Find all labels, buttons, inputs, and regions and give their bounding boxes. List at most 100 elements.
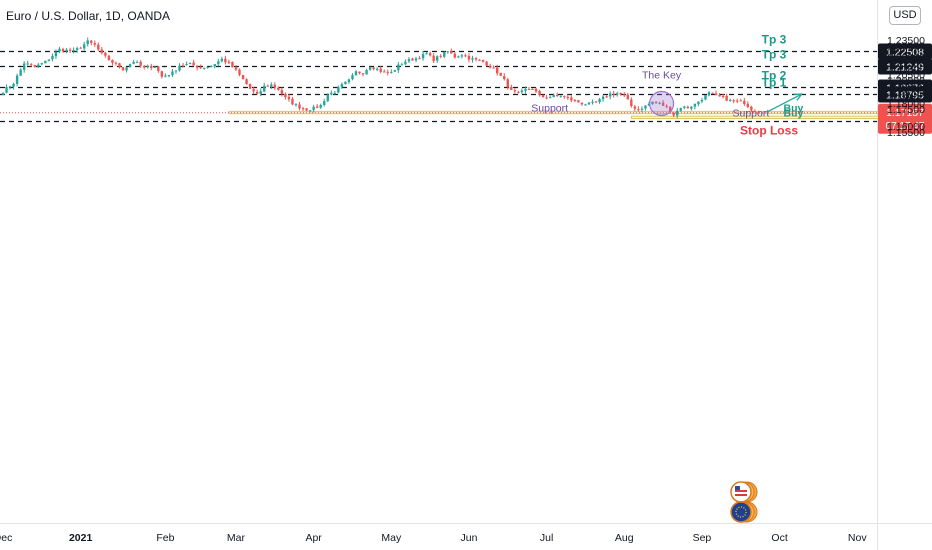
candle[interactable] <box>104 51 107 58</box>
candle[interactable] <box>234 65 238 71</box>
price-level[interactable]: 1.19376Tp 2 <box>0 69 932 96</box>
candle[interactable] <box>12 82 15 90</box>
candle[interactable] <box>601 94 605 102</box>
candle[interactable] <box>337 85 340 94</box>
candle[interactable] <box>421 51 425 61</box>
candle[interactable] <box>61 47 65 53</box>
candle[interactable] <box>488 63 492 69</box>
candle[interactable] <box>224 55 227 65</box>
candle[interactable] <box>132 59 135 65</box>
candle[interactable] <box>566 94 569 100</box>
candle[interactable] <box>270 82 273 89</box>
candle[interactable] <box>481 59 485 63</box>
candle[interactable] <box>651 101 654 105</box>
candle[interactable] <box>305 108 308 112</box>
candle[interactable] <box>414 56 418 63</box>
candle[interactable] <box>330 90 333 96</box>
candle[interactable] <box>541 94 545 98</box>
candle[interactable] <box>75 46 79 53</box>
candle[interactable] <box>619 92 622 96</box>
candle[interactable] <box>725 93 728 102</box>
candle[interactable] <box>259 88 262 97</box>
candle[interactable] <box>185 61 188 66</box>
candle[interactable] <box>439 54 442 59</box>
candle[interactable] <box>499 72 502 77</box>
candle[interactable] <box>93 40 96 48</box>
candle[interactable] <box>453 51 457 59</box>
candle[interactable] <box>559 95 562 98</box>
candle[interactable] <box>397 62 400 73</box>
time-axis[interactable]: Dec 2021 Feb Mar Apr May Jun Jul Aug Sep Oct Nov <box>0 532 867 544</box>
candle[interactable] <box>707 91 711 97</box>
candle[interactable] <box>496 64 499 76</box>
candle[interactable] <box>79 46 82 49</box>
candle[interactable] <box>743 97 746 107</box>
candle[interactable] <box>312 104 315 113</box>
candle[interactable] <box>248 83 252 89</box>
price-axis[interactable]: 1.235001.230001.220001.215001.210001.205… <box>887 35 925 139</box>
candle[interactable] <box>365 68 368 75</box>
candle[interactable] <box>464 53 467 58</box>
candle[interactable] <box>143 64 146 70</box>
candle[interactable] <box>287 94 291 102</box>
candle[interactable] <box>633 104 637 112</box>
candle[interactable] <box>679 107 682 112</box>
candle[interactable] <box>672 111 675 118</box>
candle[interactable] <box>181 62 185 68</box>
candle[interactable] <box>139 60 142 68</box>
candle[interactable] <box>425 51 428 55</box>
candle[interactable] <box>40 62 44 66</box>
candle[interactable] <box>623 92 626 98</box>
candle[interactable] <box>33 64 36 68</box>
candle[interactable] <box>241 74 245 80</box>
candle[interactable] <box>700 97 704 104</box>
candle[interactable] <box>160 70 164 79</box>
candle[interactable] <box>753 109 757 113</box>
candle[interactable] <box>354 70 358 76</box>
candle[interactable] <box>644 105 647 111</box>
candle[interactable] <box>594 100 598 103</box>
candle[interactable] <box>443 51 446 59</box>
candle[interactable] <box>340 82 344 89</box>
drawings[interactable]: The Key <box>642 69 804 117</box>
candle[interactable] <box>100 46 104 55</box>
candle[interactable] <box>718 93 721 97</box>
candle[interactable] <box>301 106 305 111</box>
candle[interactable] <box>548 95 552 99</box>
candle[interactable] <box>446 51 449 54</box>
candle[interactable] <box>428 51 432 57</box>
candle[interactable] <box>203 67 206 70</box>
candle[interactable] <box>400 62 404 66</box>
candle[interactable] <box>686 105 690 109</box>
candle[interactable] <box>524 86 527 94</box>
candle[interactable] <box>171 69 174 78</box>
candle[interactable] <box>584 103 587 106</box>
candle[interactable] <box>47 59 51 62</box>
candle[interactable] <box>608 91 612 100</box>
candle[interactable] <box>467 53 471 63</box>
candle[interactable] <box>51 53 54 62</box>
candle[interactable] <box>37 62 40 69</box>
candle[interactable] <box>44 60 47 64</box>
candle[interactable] <box>471 55 474 63</box>
price-level[interactable]: 1.22508 Tp 3 <box>0 33 932 60</box>
candle[interactable] <box>665 104 668 109</box>
candle[interactable] <box>107 54 111 61</box>
candle[interactable] <box>351 73 354 81</box>
candle[interactable] <box>65 48 68 54</box>
candle[interactable] <box>153 66 156 69</box>
candle[interactable] <box>435 55 439 63</box>
candle[interactable] <box>255 89 259 95</box>
candle[interactable] <box>739 98 742 102</box>
candle[interactable] <box>661 100 665 107</box>
candle[interactable] <box>263 82 266 93</box>
candle[interactable] <box>15 73 19 87</box>
candle[interactable] <box>552 93 555 98</box>
candle[interactable] <box>128 63 132 68</box>
projection-arrow[interactable] <box>766 93 803 113</box>
candle[interactable] <box>732 99 735 104</box>
candle[interactable] <box>347 78 351 85</box>
candle[interactable] <box>323 98 326 107</box>
candle[interactable] <box>368 66 372 71</box>
candle[interactable] <box>118 62 121 69</box>
